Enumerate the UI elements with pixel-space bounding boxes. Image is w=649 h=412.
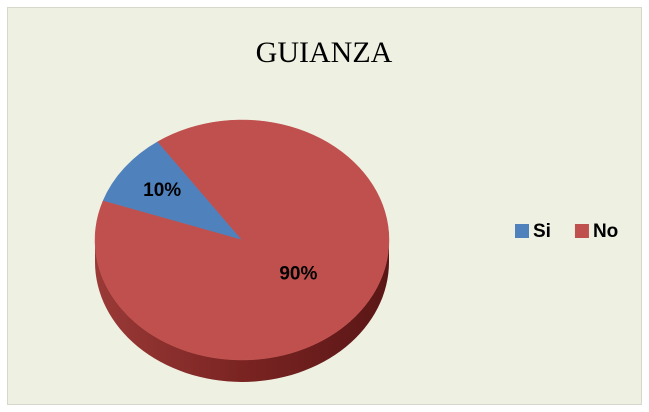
legend-swatch	[574, 224, 589, 238]
chart-title: GUIANZA	[256, 36, 393, 69]
data-label: 90%	[279, 264, 317, 285]
pie-slice	[102, 141, 243, 241]
legend-label: Si	[533, 221, 551, 242]
pie-slice	[94, 119, 390, 361]
data-label: 10%	[143, 180, 181, 201]
legend-label: No	[593, 221, 618, 242]
legend-swatch	[515, 224, 529, 238]
pie-side	[95, 240, 389, 382]
